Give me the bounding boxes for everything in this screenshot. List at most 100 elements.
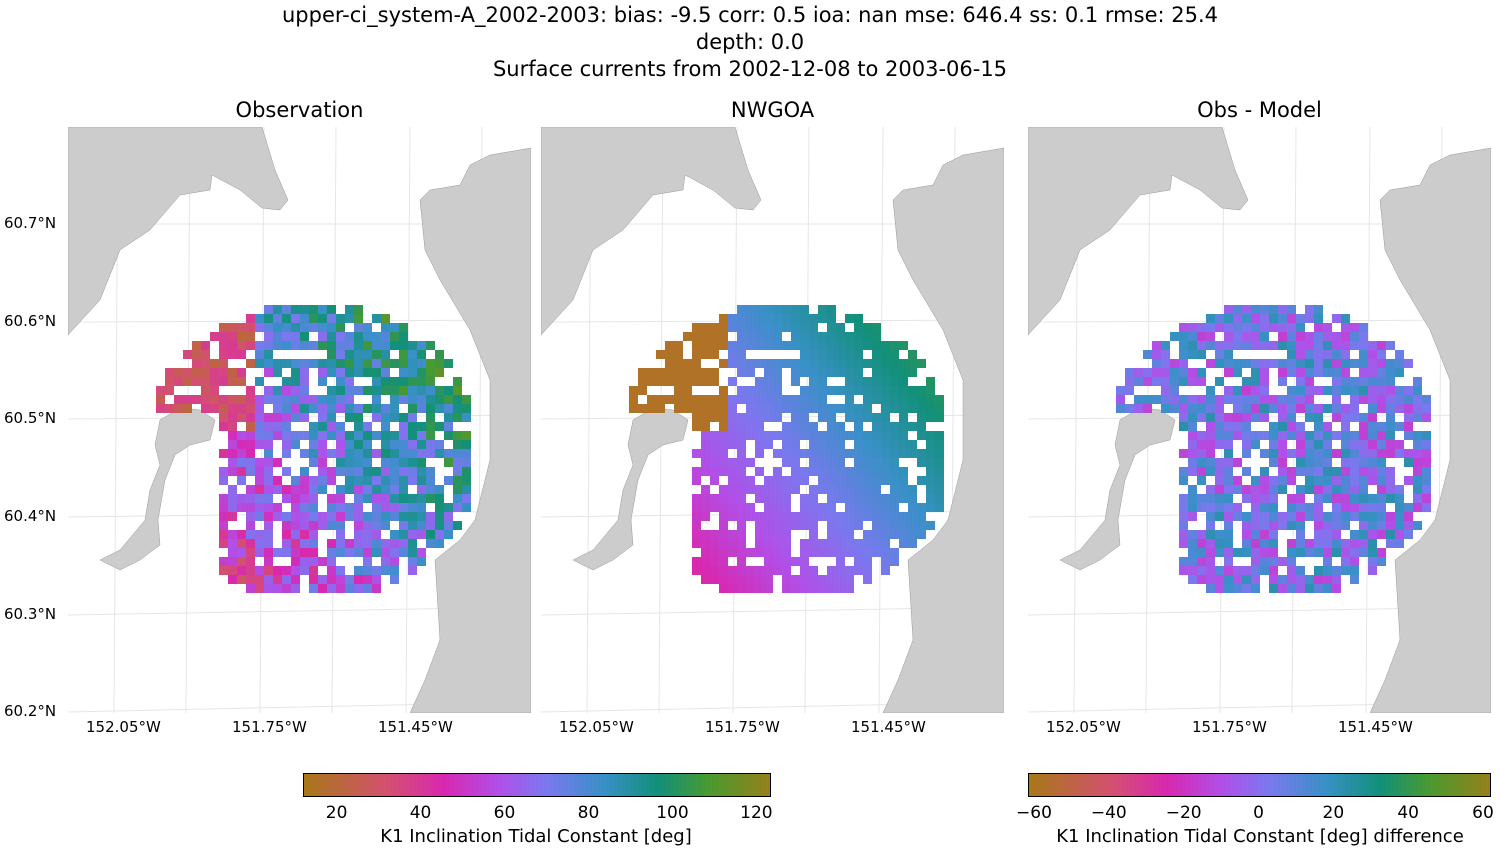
data-cell [309,440,318,449]
data-cell [444,530,453,539]
data-cell [372,530,381,539]
data-cell [390,431,399,440]
data-cell [818,359,827,368]
data-cell [1296,323,1305,332]
data-cell [453,413,462,422]
data-cell [1296,431,1305,440]
data-cell [1413,386,1422,395]
data-cell [1242,521,1251,530]
data-cell [935,404,944,413]
data-cell [791,404,800,413]
data-cell [773,386,782,395]
data-cell [363,341,372,350]
data-cell [1179,467,1188,476]
data-cell [363,467,372,476]
data-cell [1314,332,1323,341]
data-cell [719,458,728,467]
data-cell [710,440,719,449]
data-cell [219,467,228,476]
data-cell [318,404,327,413]
data-cell [246,341,255,350]
data-cell [363,548,372,557]
data-cell [1341,404,1350,413]
data-cell [399,431,408,440]
data-cell [863,377,872,386]
data-cell [773,467,782,476]
data-cell [1278,332,1287,341]
data-cell [408,476,417,485]
data-cell [800,350,809,359]
data-cell [228,458,237,467]
data-cell [764,314,773,323]
data-cell [192,377,201,386]
data-cell [1242,494,1251,503]
data-cell [408,494,417,503]
data-cell [381,512,390,521]
data-cell [1251,557,1260,566]
data-cell [327,521,336,530]
data-cell [1377,368,1386,377]
data-cell [1170,386,1179,395]
data-cell [1341,485,1350,494]
data-cell [647,395,656,404]
data-cell [1116,386,1125,395]
data-cell [1224,422,1233,431]
data-cell [426,359,435,368]
data-cell [854,449,863,458]
data-cell [1377,476,1386,485]
data-cell [237,530,246,539]
data-cell [1269,521,1278,530]
data-cell [755,575,764,584]
data-cell [1323,359,1332,368]
data-cell [318,449,327,458]
data-cell [345,548,354,557]
data-cell [1269,557,1278,566]
data-cell [210,368,219,377]
data-cell [728,530,737,539]
data-cell [863,485,872,494]
data-cell [1377,458,1386,467]
data-cell [1422,467,1431,476]
data-cell [1305,467,1314,476]
data-cell [1359,440,1368,449]
data-cell [1179,377,1188,386]
data-cell [872,350,881,359]
data-cell [291,395,300,404]
data-cell [219,350,228,359]
data-cell [845,350,854,359]
data-cell [917,395,926,404]
data-cell [1341,413,1350,422]
data-cell [318,368,327,377]
data-cell [791,521,800,530]
data-cell [890,368,899,377]
data-cell [1350,566,1359,575]
data-cell [417,368,426,377]
data-cell [1206,332,1215,341]
data-cell [737,386,746,395]
data-cell [390,359,399,368]
data-cell [399,503,408,512]
data-cell [282,431,291,440]
data-cell [827,413,836,422]
data-cell [309,404,318,413]
data-cell [1305,377,1314,386]
data-cell [845,314,854,323]
data-cell [719,566,728,575]
data-cell [300,305,309,314]
data-cell [818,476,827,485]
data-cell [863,404,872,413]
data-cell [1278,368,1287,377]
data-cell [381,503,390,512]
data-cell [1395,422,1404,431]
data-cell [1215,323,1224,332]
data-cell [809,350,818,359]
data-cell [1224,548,1233,557]
data-cell [1269,584,1278,593]
data-cell [1260,521,1269,530]
data-cell [890,422,899,431]
data-cell [435,503,444,512]
data-cell [246,314,255,323]
data-cell [1413,458,1422,467]
data-cell [935,503,944,512]
data-cell [282,305,291,314]
